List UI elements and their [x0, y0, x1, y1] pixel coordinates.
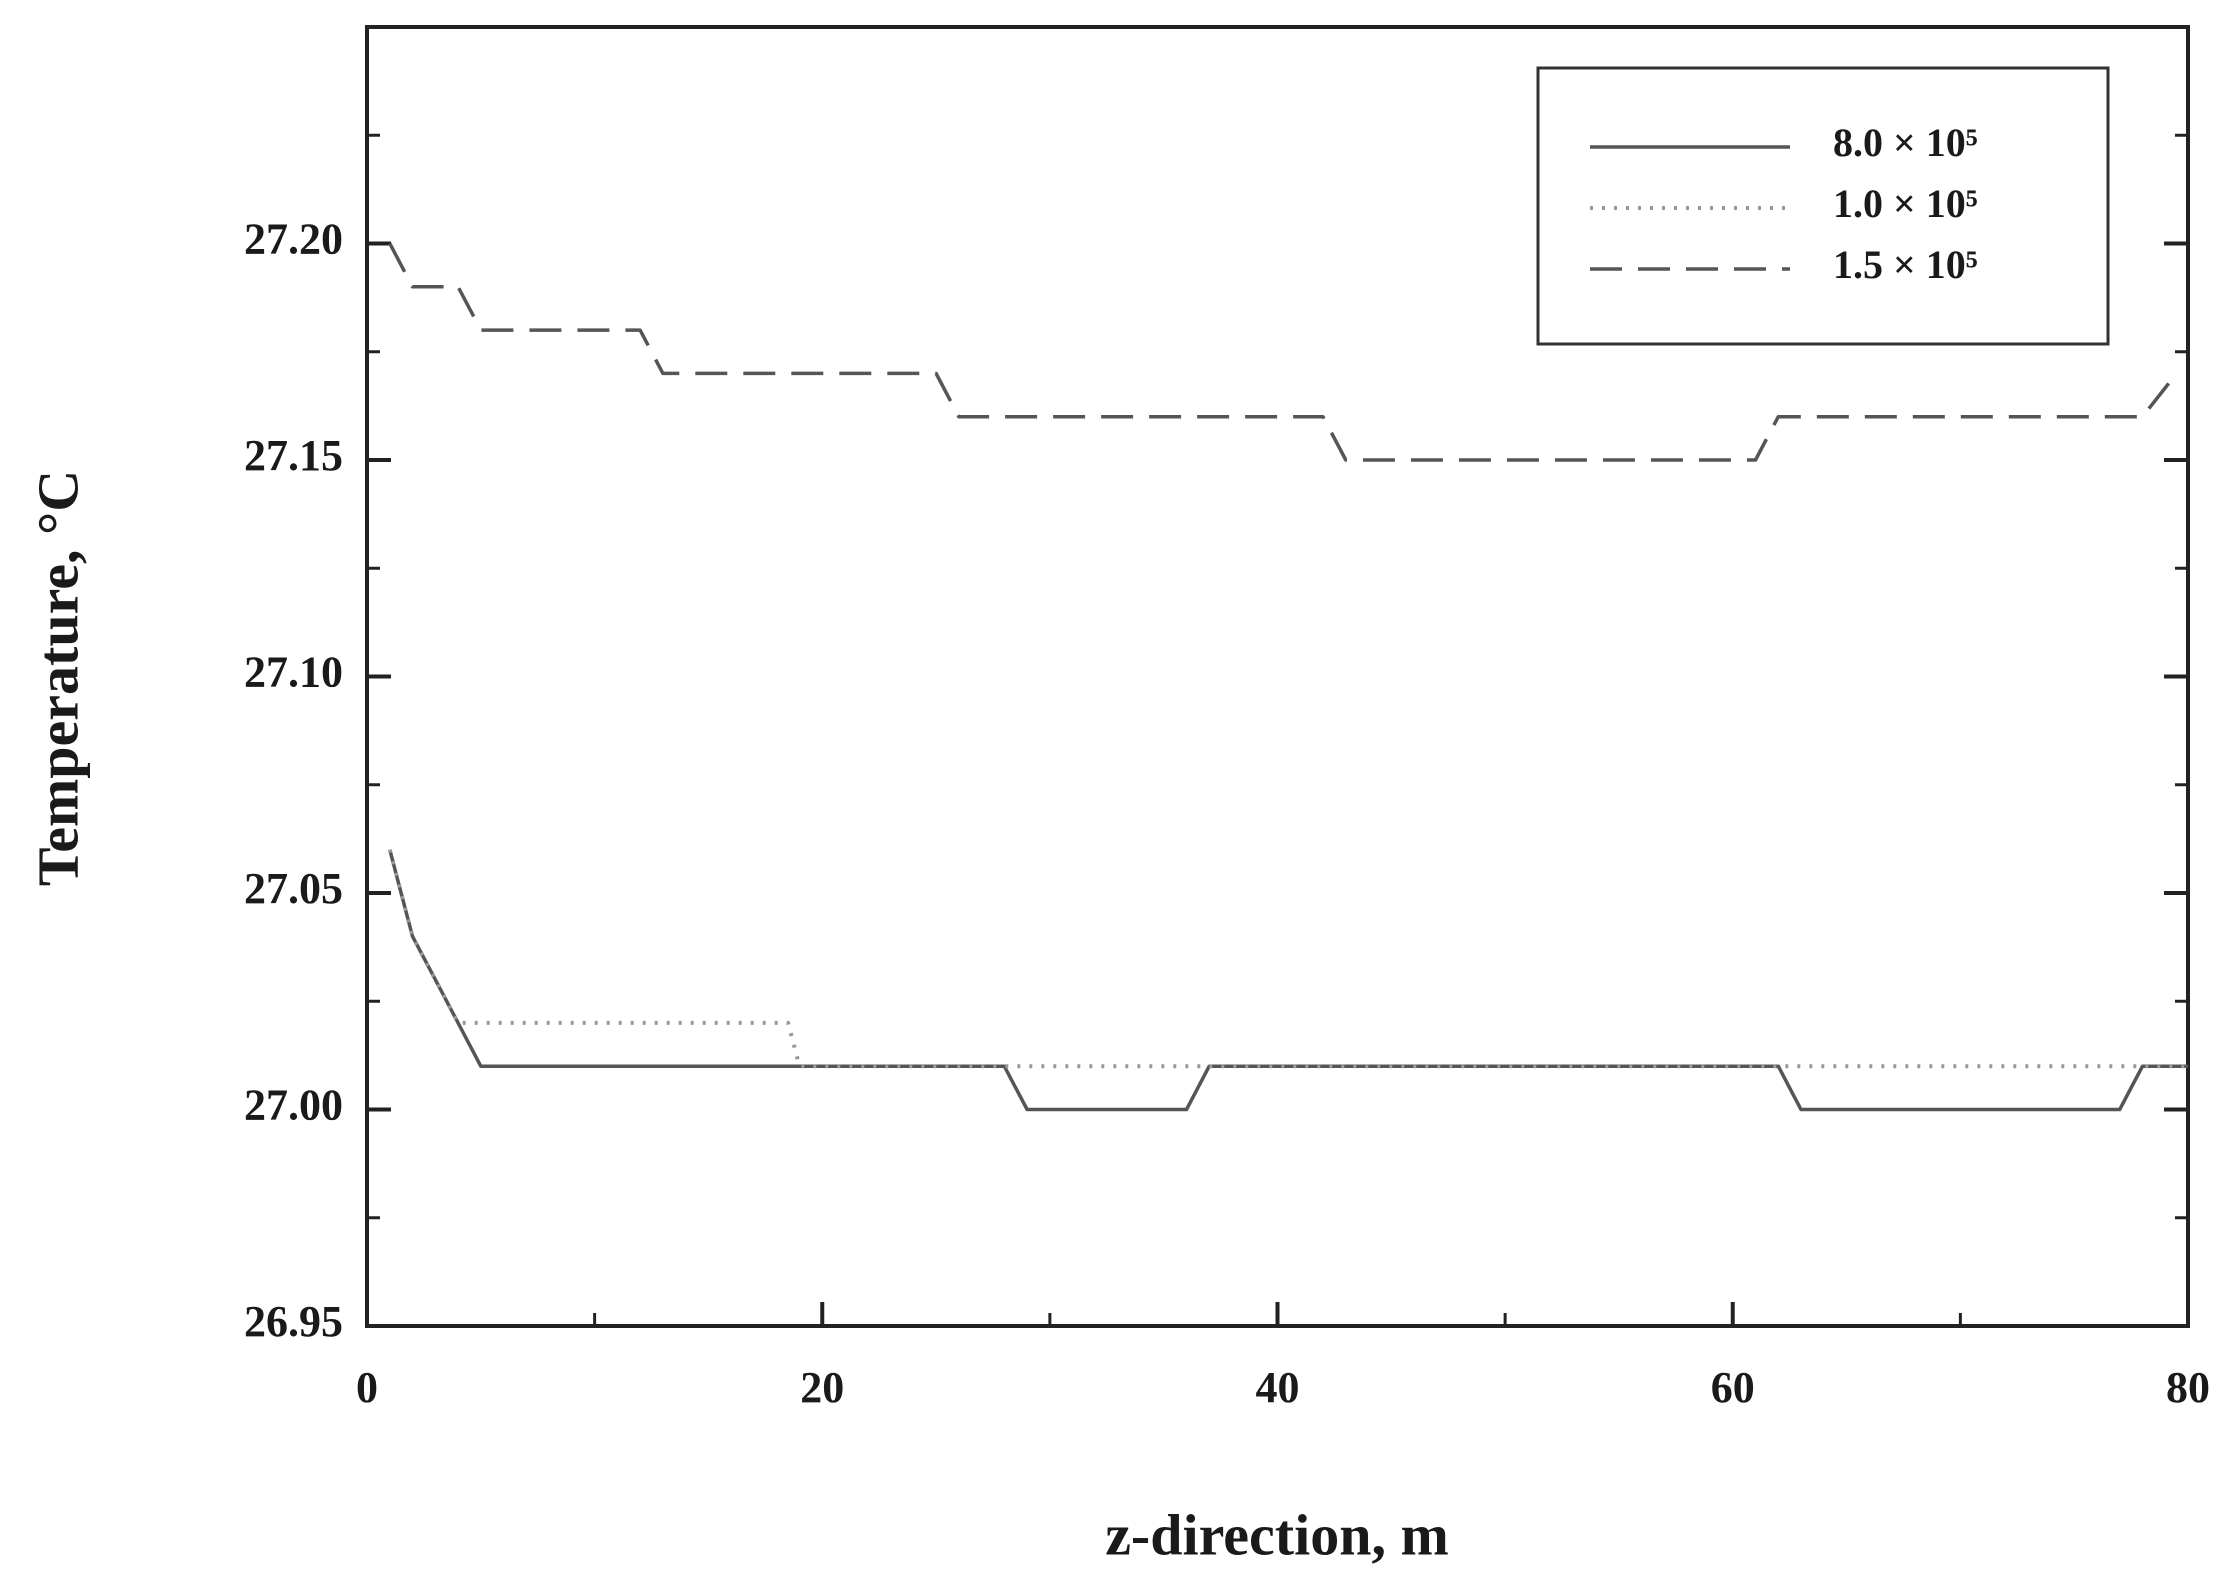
series-line [388, 849, 2188, 1112]
legend-label: 8.0 × 10⁵ [1833, 120, 1978, 165]
y-tick-label: 27.05 [244, 864, 343, 913]
legend-box [1536, 66, 2110, 346]
y-axis-title: Temperature, °C [25, 470, 90, 886]
y-tick-label: 27.00 [244, 1081, 343, 1130]
y-tick-label: 26.95 [244, 1297, 343, 1346]
x-tick-label: 60 [1711, 1363, 1755, 1412]
legend-label: 1.0 × 10⁵ [1833, 181, 1978, 226]
legend-label: 1.5 × 10⁵ [1833, 242, 1978, 287]
series-line [387, 849, 2188, 1069]
y-tick-label: 27.10 [244, 648, 343, 697]
series-line [388, 242, 2178, 462]
x-tick-label: 0 [356, 1363, 378, 1412]
y-tick-label: 27.20 [244, 215, 343, 264]
x-tick-label: 80 [2166, 1363, 2210, 1412]
x-tick-label: 20 [800, 1363, 844, 1412]
x-axis-title: z-direction, m [1105, 1502, 1449, 1567]
x-tick-label: 40 [1256, 1363, 1300, 1412]
y-tick-label: 27.15 [244, 431, 343, 480]
